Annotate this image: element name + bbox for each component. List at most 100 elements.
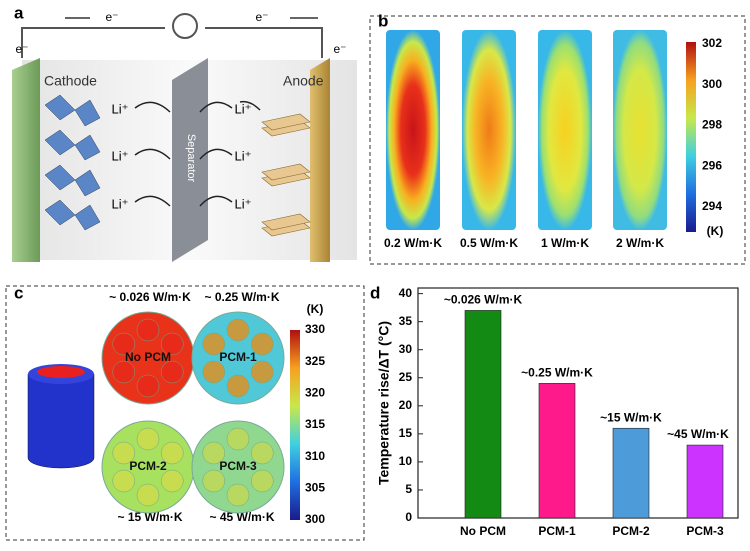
- panel-a: a e⁻ e⁻ e⁻ e⁻ Cathode Anode Separator Li…: [12, 3, 357, 262]
- bar: [612, 427, 650, 519]
- cell: [202, 441, 226, 465]
- cell: [136, 374, 160, 398]
- colorbar-tick-label: 296: [702, 158, 722, 172]
- separator-label: Separator: [185, 134, 197, 183]
- y-tick-label: 0: [405, 510, 412, 524]
- colorbar-tick-label: 300: [702, 77, 722, 91]
- cell: [202, 360, 226, 384]
- colorbar-tick-label: 330: [305, 322, 325, 336]
- colorbar-unit: (K): [707, 224, 724, 238]
- graphite: [261, 113, 311, 237]
- pack-cylinder: [27, 373, 95, 469]
- cell: [250, 332, 274, 356]
- ion: Li⁺: [112, 196, 129, 211]
- sample-name: No PCM: [125, 350, 171, 364]
- conductivity-label: ~ 15 W/m·K: [117, 510, 182, 524]
- annotation: ~0.25 W/m·K: [521, 366, 593, 380]
- y-axis-label: Temperature rise/ΔT (°C): [376, 321, 392, 485]
- sample-name: PCM-3: [219, 459, 257, 473]
- y-tick-label: 10: [399, 454, 413, 468]
- bulb: [172, 13, 198, 39]
- cell: [250, 441, 274, 465]
- cell: [112, 469, 136, 493]
- wire: [21, 27, 165, 58]
- condition-label: 0.5 W/m·K: [460, 236, 518, 250]
- annotation: ~45 W/m·K: [667, 427, 729, 441]
- panel-b: b 0.2 W/m·K 0.5 W/m·K 1 W/m·K 2 W/m·K (K…: [369, 11, 746, 265]
- y-tick-label: 5: [405, 482, 412, 496]
- ion: Li⁺: [235, 148, 252, 163]
- colorbar-tick-label: 305: [305, 481, 325, 495]
- colorbar-tick-label: 298: [702, 118, 722, 132]
- condition-label: 2 W/m·K: [616, 236, 664, 250]
- cell: [112, 332, 136, 356]
- ion: Li⁺: [112, 148, 129, 163]
- heat-map: [462, 30, 516, 230]
- y-tick-label: 35: [399, 314, 413, 328]
- panel-frame: [369, 15, 746, 265]
- cell: [160, 441, 184, 465]
- panel-label: c: [14, 283, 23, 302]
- cell: [136, 483, 160, 507]
- anode-slab: [310, 58, 330, 262]
- cell: [226, 374, 250, 398]
- plot-frame: [417, 287, 739, 519]
- panel-frame: [5, 285, 365, 541]
- cell: [202, 469, 226, 493]
- separator-slab: [172, 58, 208, 262]
- cell: [136, 427, 160, 451]
- y-tick-label: 30: [399, 342, 413, 356]
- cell: [226, 318, 250, 342]
- electron: e⁻: [15, 42, 28, 56]
- ion: Li⁺: [112, 101, 129, 116]
- heat-map: [386, 30, 440, 230]
- colorbar-tick-label: 310: [305, 449, 325, 463]
- electron: e⁻: [255, 10, 268, 24]
- bar: [464, 310, 502, 519]
- sample-name: PCM-2: [129, 459, 167, 473]
- cathode-lattice: [44, 94, 101, 231]
- cell: [112, 360, 136, 384]
- electron: e⁻: [333, 42, 346, 56]
- anode-label: Anode: [283, 73, 324, 89]
- conductivity-label: ~ 0.25 W/m·K: [204, 290, 279, 304]
- bar: [538, 383, 576, 519]
- cell: [226, 483, 250, 507]
- pack-cells: [37, 366, 85, 378]
- colorbar-tick-label: 294: [702, 199, 722, 213]
- conductivity-label: ~ 0.026 W/m·K: [109, 290, 191, 304]
- x-tick-label: No PCM: [460, 524, 506, 538]
- ion: Li⁺: [235, 196, 252, 211]
- sample-name: PCM-1: [219, 350, 257, 364]
- cell: [160, 332, 184, 356]
- cell: [112, 441, 136, 465]
- colorbar: [290, 330, 300, 520]
- cell: [160, 469, 184, 493]
- panel-label: a: [14, 3, 24, 22]
- ion-arrows: [134, 100, 261, 207]
- cell: [160, 360, 184, 384]
- annotation: ~0.026 W/m·K: [444, 293, 523, 307]
- conductivity-label: ~ 45 W/m·K: [209, 510, 274, 524]
- condition-label: 0.2 W/m·K: [384, 236, 442, 250]
- x-tick-label: PCM-1: [538, 524, 576, 538]
- y-tick-label: 15: [399, 426, 413, 440]
- cathode-label: Cathode: [44, 73, 97, 89]
- annotation: ~15 W/m·K: [600, 410, 662, 424]
- y-tick-label: 40: [399, 286, 413, 300]
- heat-map: [538, 30, 592, 230]
- colorbar-tick-label: 325: [305, 354, 325, 368]
- cathode-slab: [12, 58, 40, 262]
- condition-label: 1 W/m·K: [541, 236, 589, 250]
- cell: [226, 427, 250, 451]
- cell: [136, 318, 160, 342]
- heat-map: [613, 30, 667, 230]
- colorbar-tick-label: 315: [305, 417, 325, 431]
- colorbar-tick-label: 302: [702, 36, 722, 50]
- ion: Li⁺: [235, 101, 252, 116]
- cell: [250, 469, 274, 493]
- x-tick-label: PCM-2: [612, 524, 650, 538]
- y-tick-label: 25: [399, 370, 413, 384]
- panel-c: c (K) ~ 0.026 W/m·K ~ 0.25 W/m·K ~ 15 W/…: [5, 283, 365, 541]
